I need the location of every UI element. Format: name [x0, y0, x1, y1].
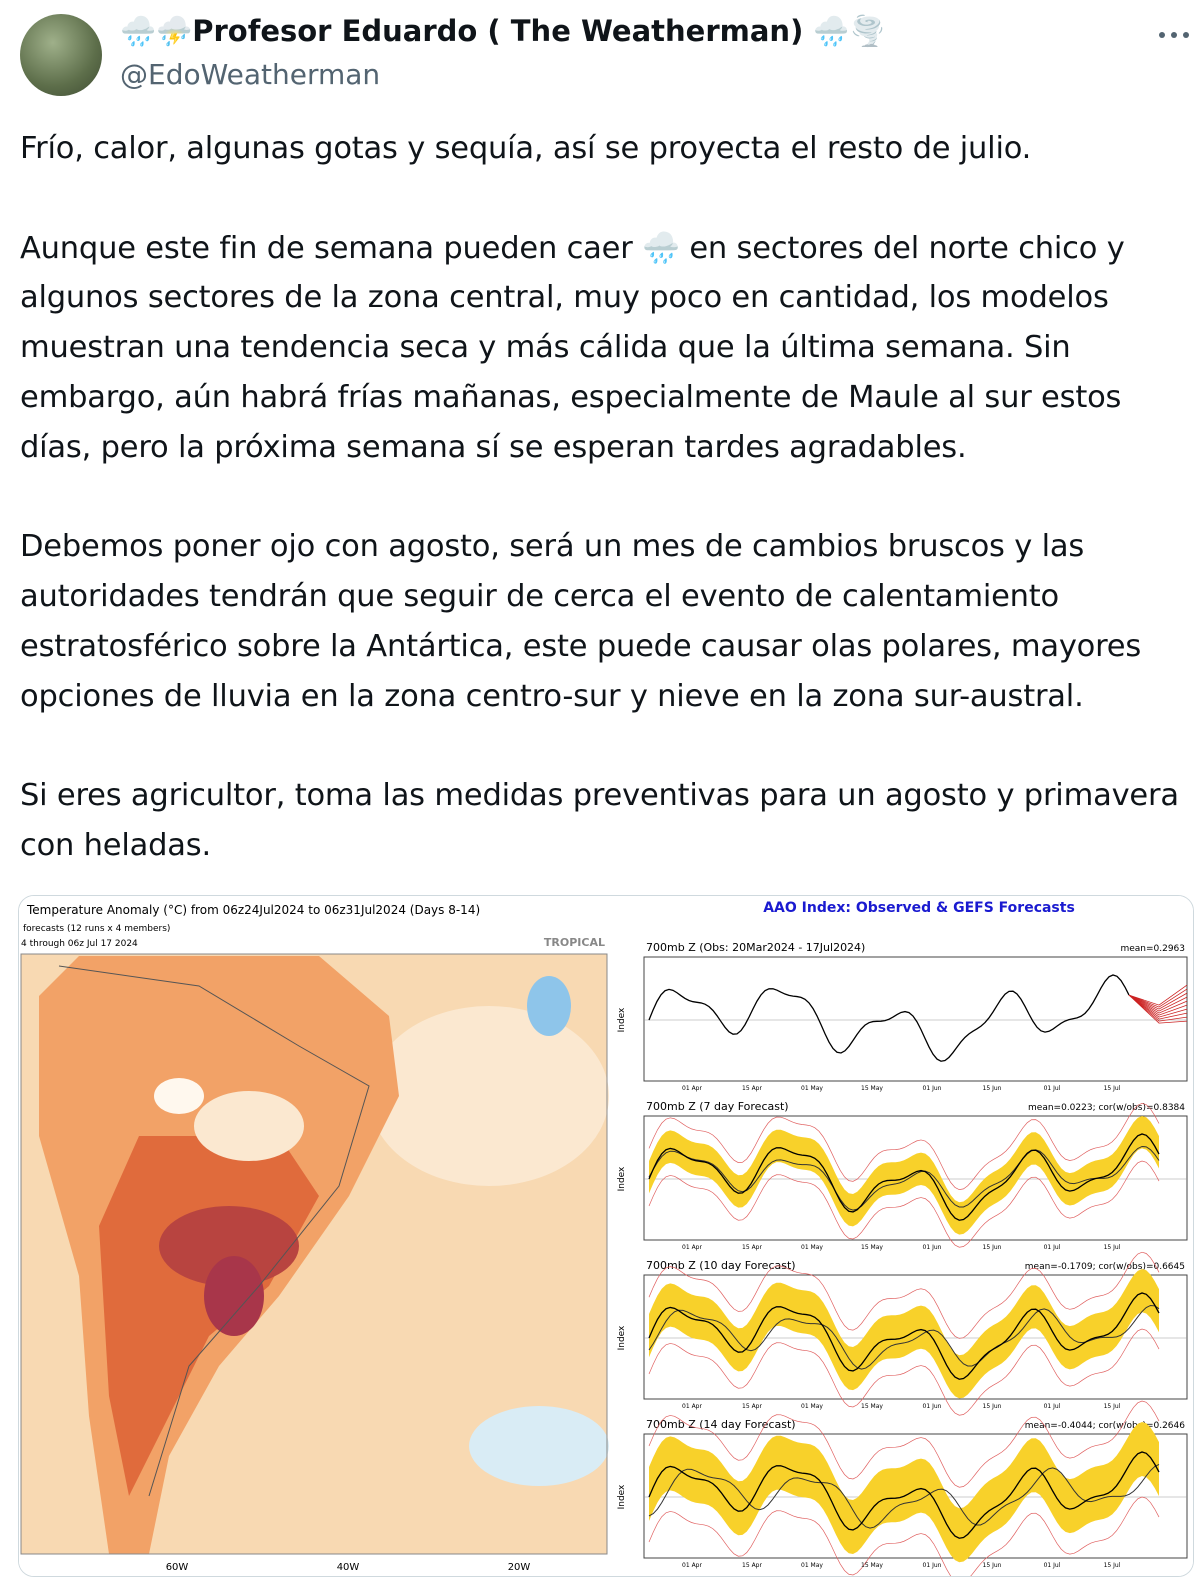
x-tick-label: 01 Jul	[1044, 1085, 1061, 1092]
ensemble-line	[1128, 992, 1188, 1010]
spread-line	[648, 1328, 1160, 1416]
avatar[interactable]	[20, 14, 102, 96]
spread-line	[648, 1496, 1160, 1576]
ensemble-line	[1128, 988, 1188, 1008]
x-tick-label: 01 Jun	[923, 1562, 942, 1569]
spread-band	[649, 1421, 1159, 1563]
x-tick-label: 15 May	[861, 1244, 883, 1251]
observed-line	[648, 974, 1130, 1062]
x-tick-label: 01 Apr	[682, 1403, 702, 1410]
observed-line	[648, 1451, 1160, 1539]
x-tick-label: 01 Jul	[1044, 1244, 1061, 1251]
lon-tick-label: 40W	[337, 1562, 360, 1573]
panel-frame	[643, 1274, 1188, 1400]
x-tick-label: 01 May	[801, 1562, 823, 1569]
x-tick-label: 01 Jun	[923, 1085, 942, 1092]
panel-stat: mean=0.2963	[1120, 944, 1185, 954]
panel-frame	[643, 1115, 1188, 1241]
forecast-line	[648, 1464, 1160, 1529]
x-tick-label: 15 May	[861, 1085, 883, 1092]
panel-frame	[643, 956, 1188, 1082]
x-tick-label: 15 Jun	[983, 1562, 1002, 1569]
spread-line	[648, 1251, 1160, 1339]
x-tick-label: 15 May	[861, 1562, 883, 1569]
paragraph: Si eres agricultor, toma las medidas pre…	[20, 778, 1179, 864]
x-tick-label: 01 May	[801, 1244, 823, 1251]
panel-title: 700mb Z (10 day Forecast)	[646, 1259, 796, 1272]
x-tick-label: 15 Jun	[983, 1085, 1002, 1092]
ensemble-line	[1128, 994, 1188, 1018]
panel-stat: mean=-0.4044; cor(w/obs)=0.2646	[1025, 1421, 1185, 1431]
x-tick-label: 15 Apr	[742, 1403, 762, 1410]
x-tick-label: 15 Apr	[742, 1244, 762, 1251]
spread-band	[649, 1268, 1159, 1399]
chart-title: AAO Index: Observed & GEFS Forecasts	[763, 900, 1075, 916]
y-axis-label: Index	[617, 1484, 627, 1509]
spread-line	[648, 1400, 1160, 1488]
map-title: Temperature Anomaly (°C) from 06z24Jul20…	[26, 903, 480, 917]
panel-stat: mean=-0.1709; cor(w/obs)=0.6645	[1025, 1262, 1185, 1272]
x-tick-label: 01 Jun	[923, 1403, 942, 1410]
panel-stat: mean=0.0223; cor(w/obs)=0.8384	[1028, 1103, 1185, 1113]
media[interactable]: Temperature Anomaly (°C) from 06z24Jul20…	[18, 895, 1194, 1577]
observed-line	[648, 1133, 1160, 1221]
author-handle[interactable]: @EdoWeatherman	[120, 58, 381, 91]
ensemble-line	[1128, 994, 1188, 1014]
map	[20, 953, 609, 1555]
map-subtitle: 4 through 06z Jul 17 2024	[21, 939, 138, 949]
map-label: TROPICAL	[544, 936, 605, 949]
more-button[interactable]	[1158, 30, 1190, 40]
forecast-line	[648, 1145, 1160, 1211]
ensemble-line	[1128, 994, 1188, 1016]
ensemble-line	[1128, 984, 1188, 1006]
x-tick-label: 01 Apr	[682, 1244, 702, 1251]
ensemble-line	[1128, 994, 1188, 1012]
spread-line	[648, 1160, 1160, 1248]
spread-line	[648, 1103, 1160, 1190]
observed-line	[648, 1292, 1160, 1380]
lon-tick-label: 60W	[166, 1562, 189, 1573]
paragraph: Aunque este fin de semana pueden caer 🌧️…	[20, 230, 1125, 465]
x-tick-label: 15 Jul	[1104, 1403, 1121, 1410]
y-axis-label: Index	[617, 1166, 627, 1191]
x-tick-label: 15 Jul	[1104, 1244, 1121, 1251]
x-tick-label: 15 May	[861, 1403, 883, 1410]
forecast-line	[648, 1304, 1160, 1370]
panel-title: 700mb Z (14 day Forecast)	[646, 1418, 796, 1431]
lon-tick-label: 20W	[508, 1562, 531, 1573]
ensemble-line	[1128, 994, 1188, 1020]
ensemble-line	[1128, 994, 1188, 1022]
paragraph: Frío, calor, algunas gotas y sequía, así…	[20, 131, 1032, 166]
x-tick-label: 15 Jul	[1104, 1085, 1121, 1092]
panel-title: 700mb Z (7 day Forecast)	[646, 1100, 789, 1113]
map-subtitle: forecasts (12 runs x 4 members)	[23, 924, 170, 934]
x-tick-label: 15 Apr	[742, 1085, 762, 1092]
y-axis-label: Index	[617, 1007, 627, 1032]
x-tick-label: 15 Jun	[983, 1244, 1002, 1251]
x-tick-label: 01 Apr	[682, 1085, 702, 1092]
media-image: Temperature Anomaly (°C) from 06z24Jul20…	[19, 896, 1193, 1576]
panel-title: 700mb Z (Obs: 20Mar2024 - 17Jul2024)	[646, 941, 865, 954]
x-tick-label: 01 Apr	[682, 1562, 702, 1569]
x-tick-label: 15 Apr	[742, 1562, 762, 1569]
x-tick-label: 15 Jul	[1104, 1562, 1121, 1569]
paragraph: Debemos poner ojo con agosto, será un me…	[20, 529, 1142, 714]
x-tick-label: 01 May	[801, 1085, 823, 1092]
spread-band	[649, 1115, 1159, 1235]
y-axis-label: Index	[617, 1325, 627, 1350]
x-tick-label: 01 May	[801, 1403, 823, 1410]
author-name[interactable]: 🌧️⛈️Profesor Eduardo ( The Weatherman) 🌧…	[120, 14, 886, 48]
x-tick-label: 01 Jul	[1044, 1403, 1061, 1410]
ensemble-line	[1128, 994, 1188, 1024]
x-tick-label: 01 Jun	[923, 1244, 942, 1251]
x-tick-label: 15 Jun	[983, 1403, 1002, 1410]
x-tick-label: 01 Jul	[1044, 1562, 1061, 1569]
tweet-text: Frío, calor, algunas gotas y sequía, así…	[20, 124, 1195, 921]
